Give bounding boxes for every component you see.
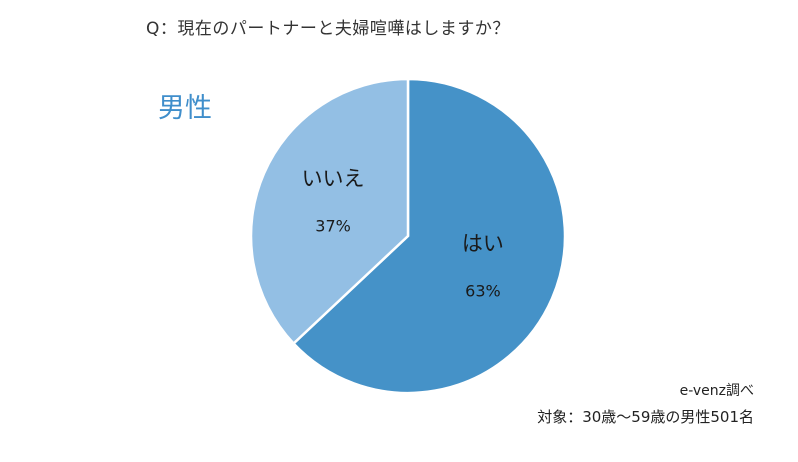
question-title: Q：現在のパートナーと夫婦喧嘩はしますか？: [146, 19, 510, 39]
pie-slice-value-0: 63%: [465, 281, 501, 300]
pie-slice-1: [249, 77, 410, 346]
pie-slice-label-1: いいえ: [302, 167, 365, 191]
target-note: 対象：30歳～59歳の男性501名: [537, 408, 754, 426]
pie-slice-0: [291, 77, 567, 395]
source-note: e-venz調べ: [679, 383, 754, 399]
gender-label: 男性: [158, 93, 212, 124]
pie-slice-label-0: はい: [462, 231, 504, 255]
pie-slice-value-1: 37%: [315, 217, 351, 236]
